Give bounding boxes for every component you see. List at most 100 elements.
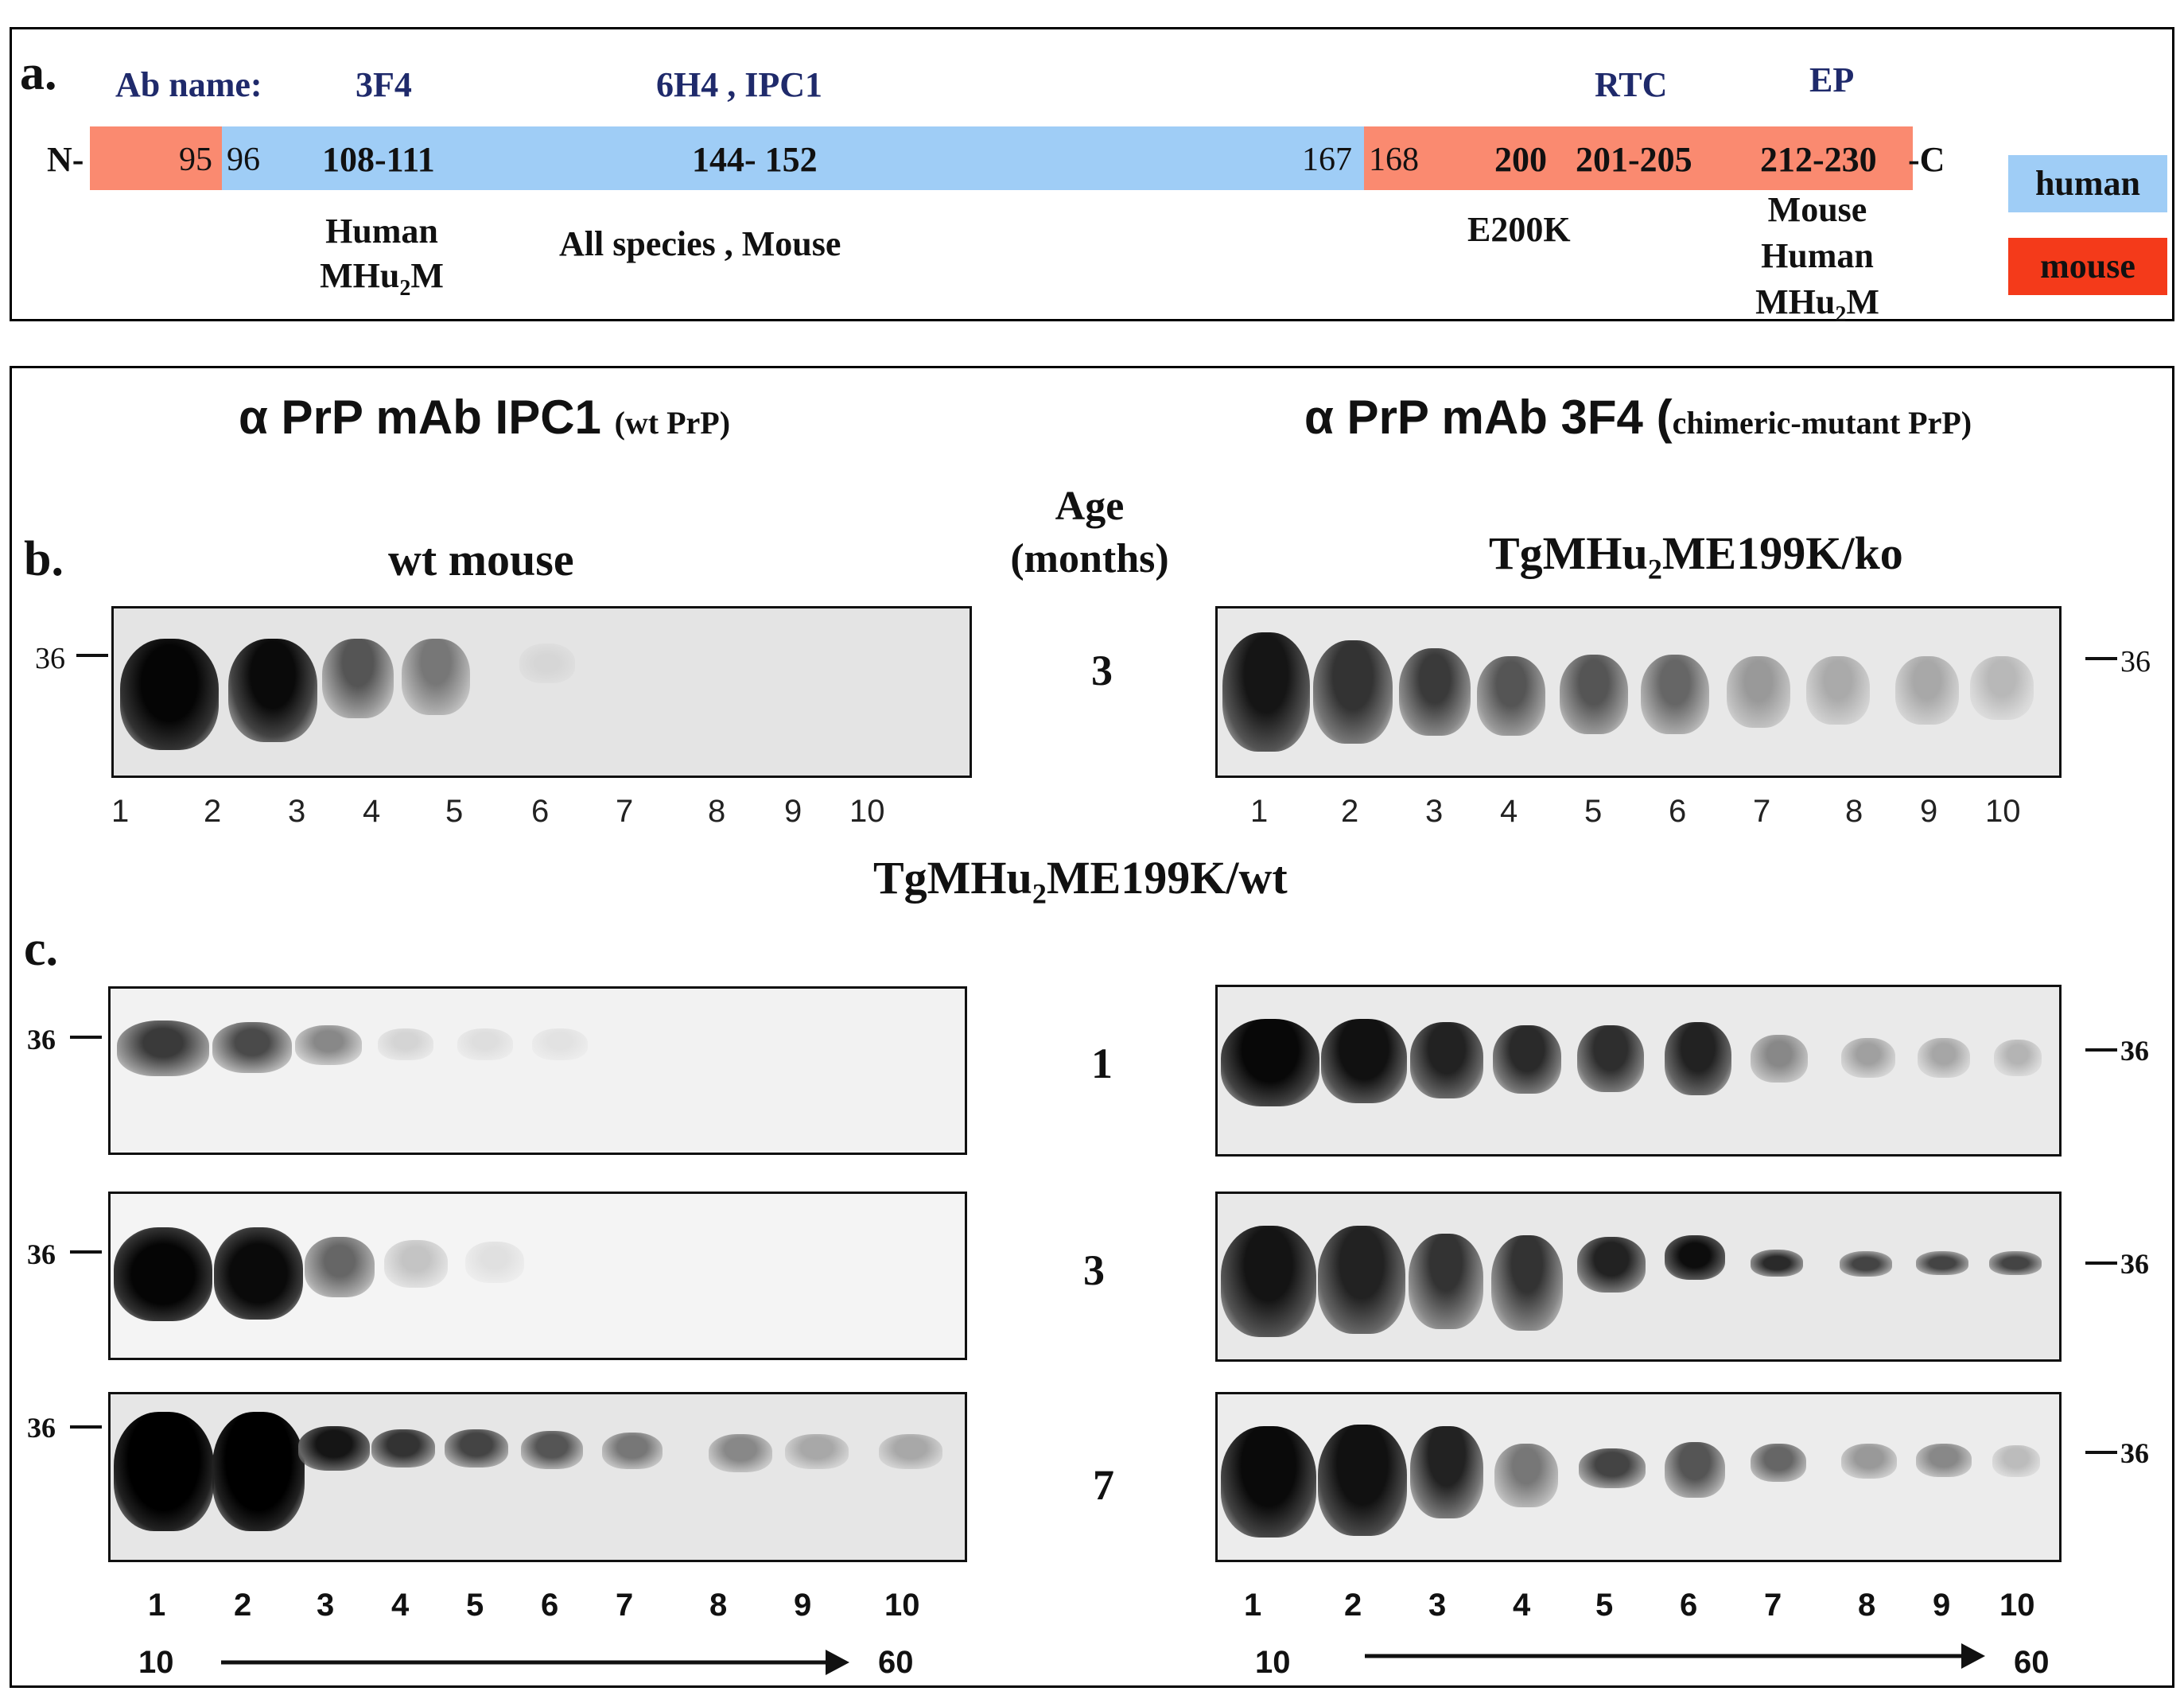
lane-number: 7 (616, 1588, 634, 1623)
gradient-end: 60 (878, 1645, 914, 1680)
wt-mouse-label: wt mouse (388, 534, 574, 585)
band (1840, 1251, 1892, 1277)
age-value: 3 (1083, 1246, 1105, 1294)
marker-tick (70, 1036, 102, 1039)
marker-36: 36 (35, 642, 65, 675)
lane-number: 10 (849, 794, 885, 829)
band (378, 1028, 433, 1060)
note-3f4: Human MHu2M (320, 212, 444, 301)
right-title: α PrP mAb 3F4 (chimeric-mutant PrP) (1304, 391, 1972, 444)
band (1577, 1025, 1644, 1092)
band (1318, 1425, 1407, 1536)
left-title: α PrP mAb IPC1 (wt PrP) (239, 391, 731, 444)
band (1494, 1444, 1558, 1507)
band (1806, 656, 1870, 725)
lane-number: 4 (391, 1588, 410, 1623)
lane-number: 3 (1425, 794, 1444, 829)
note-ipc1: All species , Mouse (559, 224, 841, 263)
band (1399, 648, 1471, 736)
marker-tick (70, 1425, 102, 1429)
marker-36: 36 (27, 1024, 56, 1055)
band (384, 1240, 448, 1288)
lane-number: 6 (541, 1588, 559, 1623)
panel-a-label: a. (20, 46, 57, 100)
band (1841, 1038, 1895, 1078)
lane-number: 7 (616, 794, 634, 829)
band (117, 1020, 209, 1076)
band (298, 1426, 370, 1471)
band (445, 1429, 508, 1468)
band (1313, 640, 1393, 744)
band (1579, 1448, 1646, 1488)
position-200: 200 (1494, 140, 1547, 179)
mouse-segment-c (1364, 126, 1913, 190)
lane-number: 3 (317, 1588, 335, 1623)
position-95: 95 (179, 142, 212, 178)
lane-number: 3 (1428, 1588, 1447, 1623)
lane-number: 10 (884, 1588, 920, 1623)
band (114, 1227, 212, 1321)
band (371, 1429, 435, 1468)
band (1491, 1235, 1563, 1331)
band (1477, 656, 1545, 736)
band (1992, 1445, 2040, 1477)
marker-tick (2085, 1451, 2117, 1454)
band (1751, 1250, 1803, 1277)
marker-36: 36 (2120, 1248, 2149, 1280)
band (1970, 656, 2034, 720)
lane-number: 6 (1669, 794, 1687, 829)
lane-number: 5 (445, 794, 464, 829)
blot-c1-3f4 (1215, 985, 2062, 1157)
human-segment (222, 126, 1364, 190)
antibody-6h4-ipc1: 6H4 , IPC1 (656, 65, 822, 104)
band (1493, 1025, 1561, 1094)
band (532, 1028, 588, 1060)
position-167: 167 (1302, 142, 1352, 178)
panel-b-label: b. (24, 532, 64, 586)
lane-number: 8 (1858, 1588, 1876, 1623)
band (1222, 632, 1310, 752)
band (1895, 656, 1959, 725)
lane-number: 9 (1933, 1588, 1951, 1623)
band (1221, 1019, 1319, 1106)
blot-b-ipc1 (111, 606, 972, 778)
band (1916, 1444, 1972, 1477)
blot-c3-3f4 (1215, 1392, 2062, 1562)
marker-36: 36 (27, 1412, 56, 1444)
lane-number: 6 (1680, 1588, 1698, 1623)
marker-tick (2085, 1048, 2117, 1052)
band (1841, 1444, 1897, 1479)
band (1409, 1234, 1483, 1329)
position-144-152: 144- 152 (692, 140, 818, 179)
band (1994, 1040, 2042, 1076)
gradient-arrow-icon (221, 1650, 849, 1675)
lane-number: 4 (1513, 1588, 1531, 1623)
band (709, 1434, 772, 1472)
ab-name-label: Ab name: (115, 65, 262, 104)
lane-number: 5 (466, 1588, 484, 1623)
band (214, 1227, 303, 1320)
position-212-230: 212-230 (1760, 140, 1877, 179)
band (1665, 1022, 1731, 1095)
band (1727, 656, 1790, 728)
marker-36: 36 (27, 1238, 56, 1270)
marker-36: 36 (2120, 1437, 2149, 1469)
lane-number: 9 (794, 1588, 812, 1623)
lane-number: 8 (1845, 794, 1863, 829)
position-168: 168 (1369, 142, 1419, 178)
band (519, 643, 575, 683)
gradient-start: 10 (138, 1645, 174, 1680)
gradient-start: 10 (1255, 1645, 1291, 1680)
age-value: 1 (1091, 1040, 1113, 1087)
note-ep: Mouse Human MHu2M (1755, 190, 1879, 327)
lane-number: 7 (1753, 794, 1771, 829)
blot-b-3f4 (1215, 606, 2062, 778)
band (322, 639, 394, 718)
age-value: 3 (1091, 647, 1113, 694)
band (402, 639, 470, 715)
band (212, 1022, 292, 1073)
marker-36: 36 (2120, 1035, 2149, 1067)
lane-number: 7 (1764, 1588, 1782, 1623)
lane-number: 1 (1250, 794, 1269, 829)
band (120, 639, 219, 750)
